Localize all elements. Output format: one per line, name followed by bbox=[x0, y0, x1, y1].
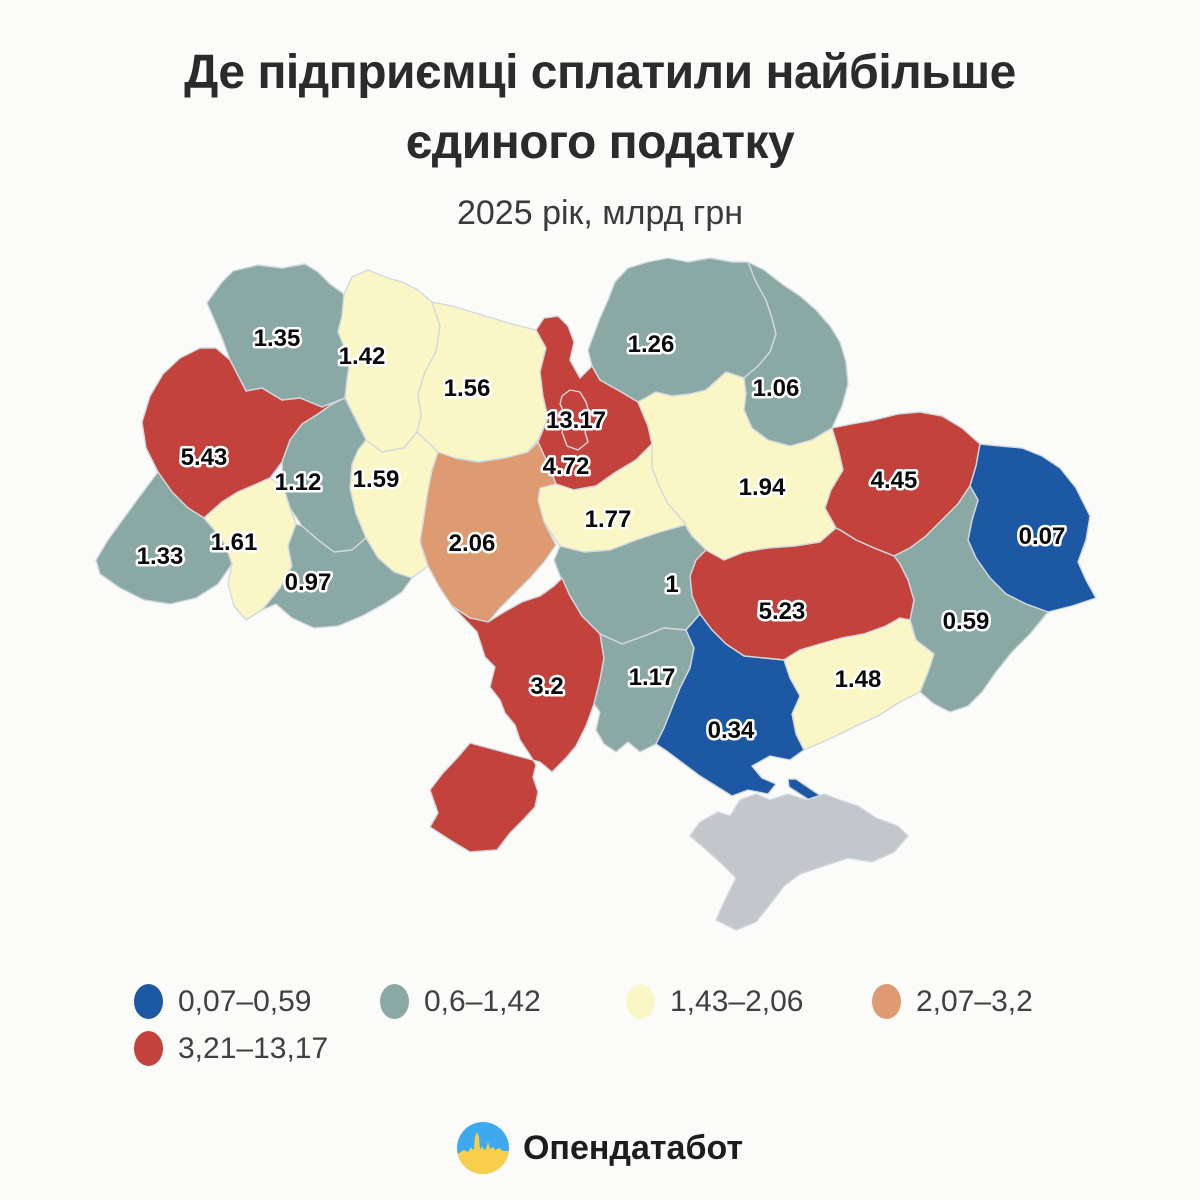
region-value-poltava: 1.94 bbox=[739, 474, 786, 501]
legend-dot-orange bbox=[872, 984, 901, 1019]
region-kherson bbox=[655, 613, 805, 797]
region-value-luhansk: 0.07 bbox=[1019, 523, 1066, 550]
region-value-kirovohrad: 1 bbox=[665, 571, 678, 598]
region-value-chernivtsi: 0.97 bbox=[285, 569, 332, 596]
region-value-kharkiv: 4.45 bbox=[871, 467, 918, 494]
subtitle: 2025 рік, млрд грн bbox=[456, 194, 744, 232]
map-value-labels: 1.35 1.42 1.56 4.72 13.17 1.26 1.06 1.94 4.45 0.0… bbox=[134, 323, 1068, 747]
legend-label: 0,6–1,42 bbox=[424, 984, 541, 1018]
region-kyiv-city bbox=[559, 389, 591, 451]
region-value-zaporizhzhia: 1.48 bbox=[835, 666, 882, 693]
legend: 0,07–0,59 0,6–1,42 1,43–2,06 2,07–3,2 3,21–1… bbox=[134, 984, 1118, 1066]
legend-label: 0,07–0,59 bbox=[178, 984, 312, 1018]
region-value-ivano-frankivsk: 1.61 bbox=[211, 529, 258, 556]
legend-item-blue: 0,07–0,59 bbox=[134, 984, 380, 1019]
legend-item-yellow: 1,43–2,06 bbox=[626, 984, 872, 1019]
region-value-odesa: 3.2 bbox=[530, 673, 563, 700]
title-line-1: Де підприємці сплатили найбільше bbox=[184, 46, 1016, 99]
region-value-donetsk: 0.59 bbox=[943, 608, 990, 635]
legend-dot-red bbox=[134, 1031, 163, 1066]
region-value-dnipropetrovsk: 5.23 bbox=[759, 598, 806, 625]
region-value-zakarpattia: 1.33 bbox=[137, 543, 184, 570]
legend-dot-teal bbox=[380, 984, 409, 1019]
region-value-volyn: 1.35 bbox=[254, 325, 301, 352]
legend-item-teal: 0,6–1,42 bbox=[380, 984, 626, 1019]
legend-label: 2,07–3,2 bbox=[916, 984, 1033, 1018]
region-odesa bbox=[429, 577, 605, 853]
header: Де підприємці сплатили найбільше єдиного… bbox=[0, 38, 1200, 233]
region-zakarpattia bbox=[95, 471, 233, 605]
region-value-kyiv-oblast: 4.72 bbox=[543, 453, 590, 480]
region-crimea bbox=[689, 793, 909, 931]
brand-name: Опендатабот bbox=[522, 1128, 744, 1167]
legend-item-red: 3,21–13,17 bbox=[134, 1031, 380, 1066]
region-value-kherson: 0.34 bbox=[708, 717, 755, 744]
region-value-kyiv-city: 13.17 bbox=[546, 407, 606, 434]
title-line-2: єдиного податку bbox=[405, 116, 795, 169]
region-value-rivne: 1.42 bbox=[339, 343, 386, 370]
region-value-zhytomyr: 1.56 bbox=[444, 375, 491, 402]
legend-label: 1,43–2,06 bbox=[670, 984, 804, 1018]
region-value-khmelnytskyi: 1.59 bbox=[353, 466, 400, 493]
legend-item-orange: 2,07–3,2 bbox=[872, 984, 1118, 1019]
region-value-mykolaiv: 1.17 bbox=[629, 664, 676, 691]
region-value-cherkasy: 1.77 bbox=[585, 506, 632, 533]
legend-label: 3,21–13,17 bbox=[178, 1031, 329, 1065]
legend-dot-yellow bbox=[626, 984, 655, 1019]
legend-dot-blue bbox=[134, 984, 163, 1019]
region-value-chernihiv: 1.26 bbox=[628, 331, 675, 358]
map-regions bbox=[95, 257, 1097, 931]
region-value-sumy: 1.06 bbox=[753, 375, 800, 402]
opendatabot-logo-icon bbox=[456, 1122, 509, 1174]
region-chernivtsi bbox=[261, 523, 413, 629]
region-value-lviv: 5.43 bbox=[181, 444, 228, 471]
page-title: Де підприємці сплатили найбільше єдиного… bbox=[0, 38, 1200, 178]
region-value-vinnytsia: 2.06 bbox=[449, 530, 496, 557]
footer: Опендатабот bbox=[0, 1122, 1200, 1174]
region-value-ternopil: 1.12 bbox=[275, 469, 322, 496]
